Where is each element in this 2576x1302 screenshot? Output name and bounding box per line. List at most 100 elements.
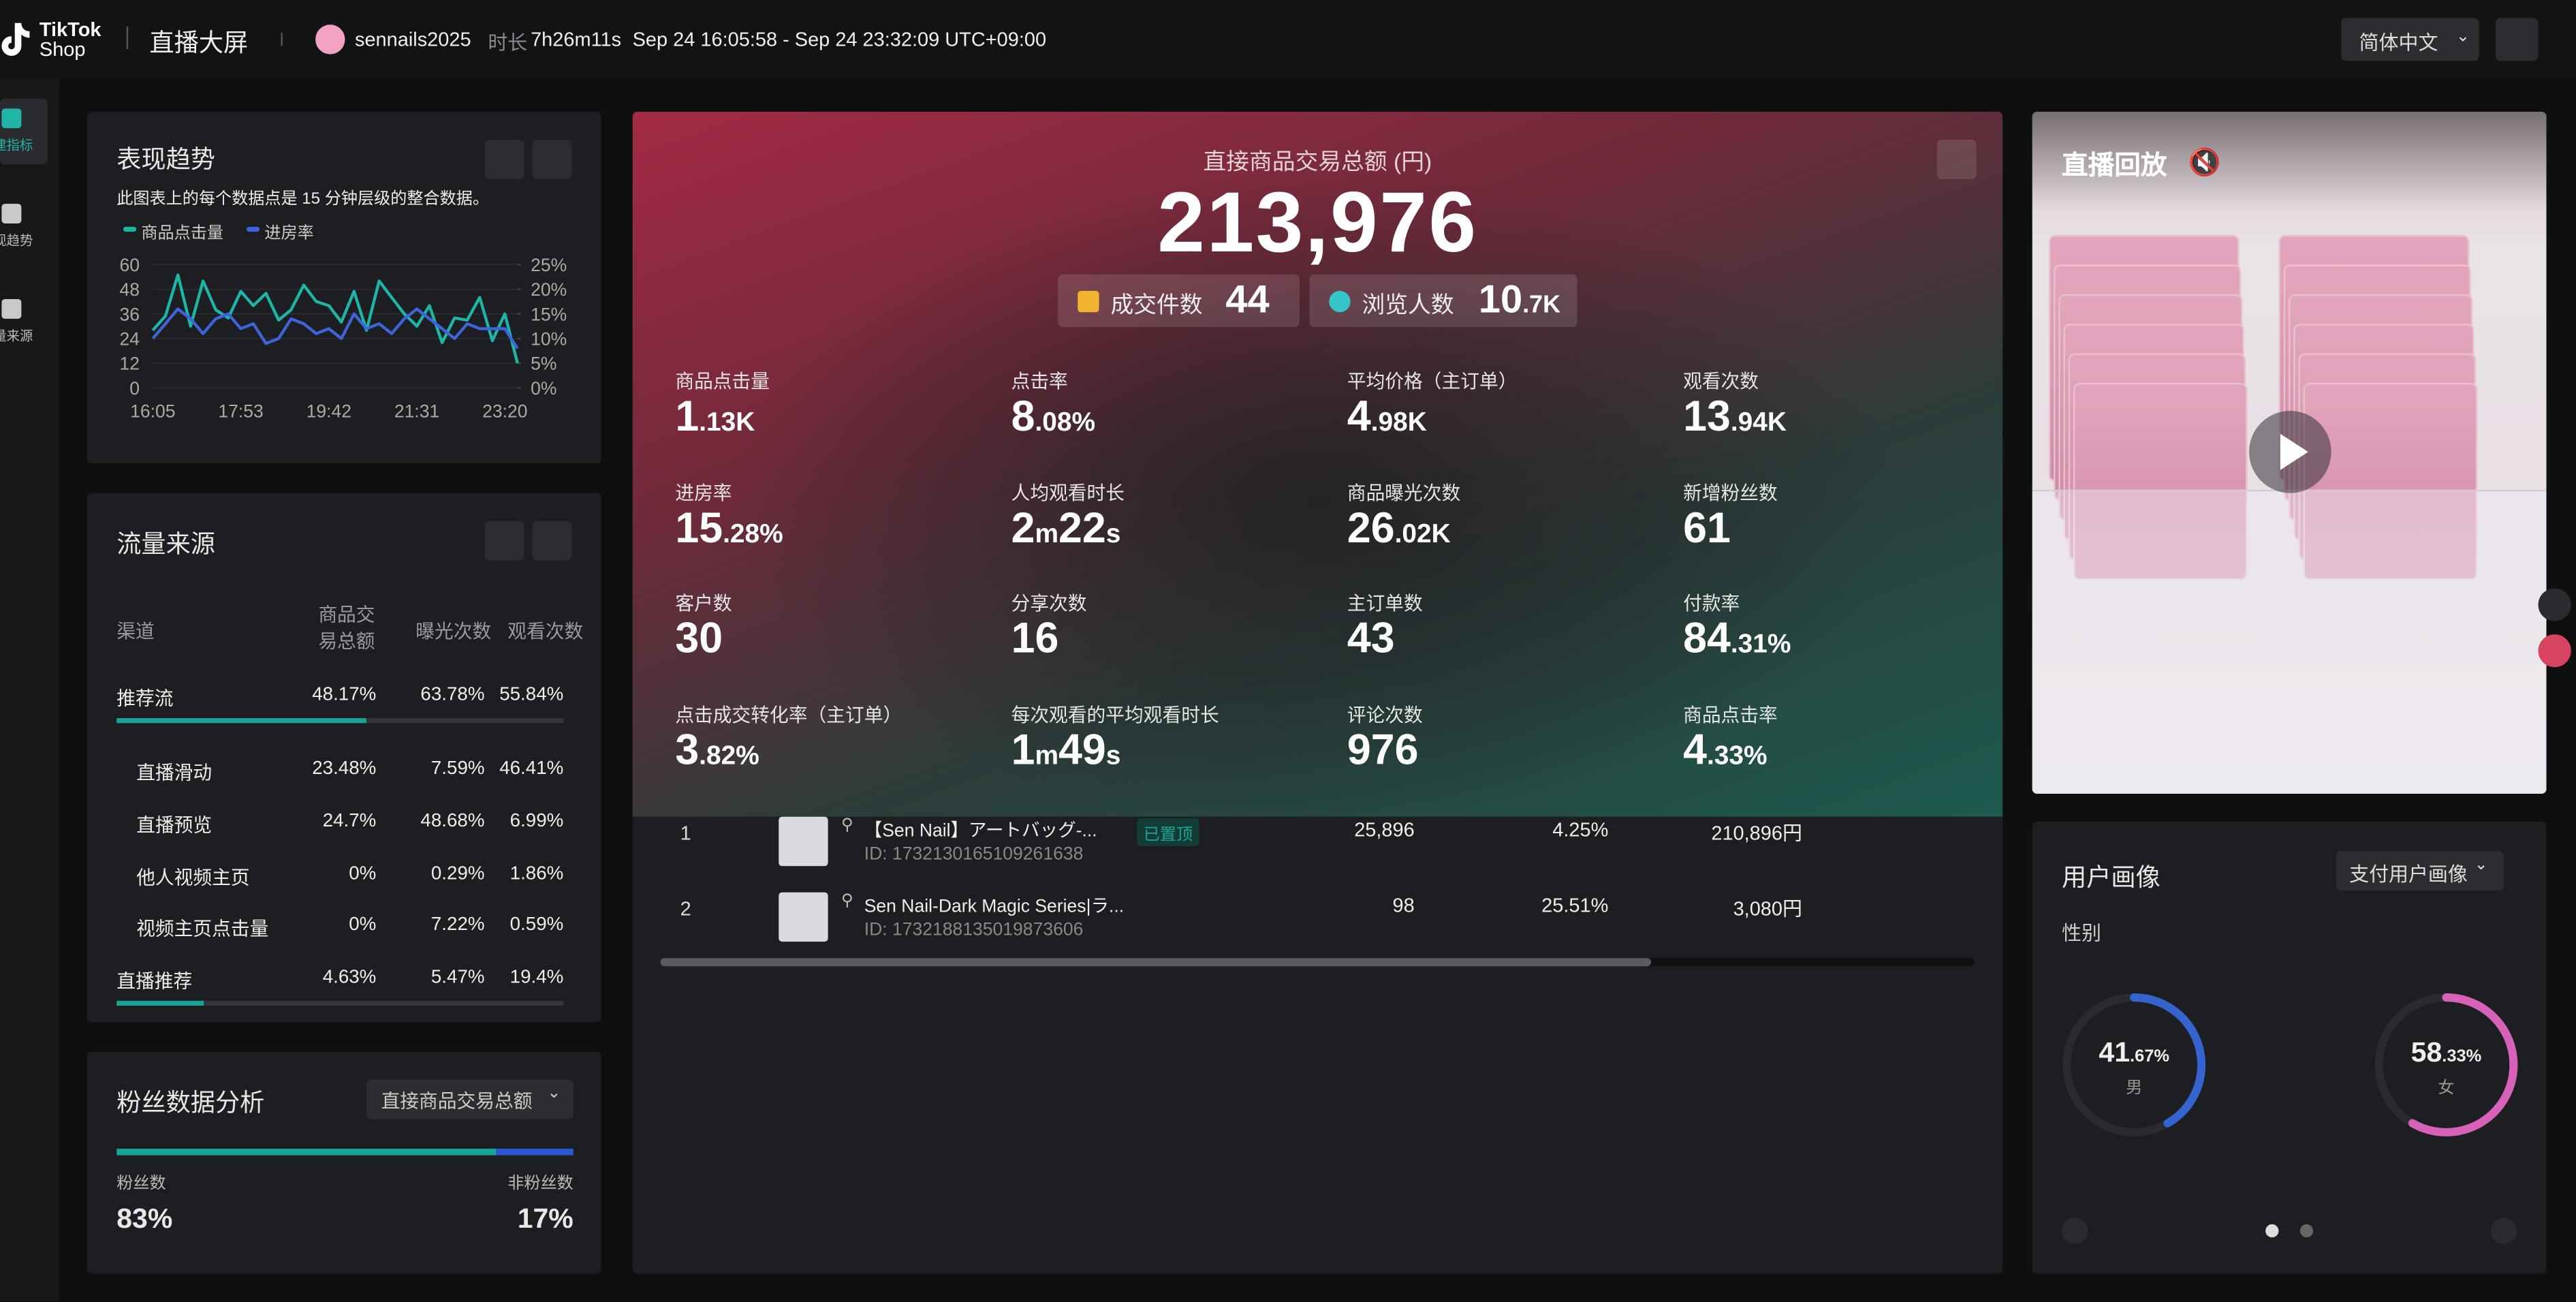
chevron: ⌄ xyxy=(2455,28,2470,46)
edit-button[interactable] xyxy=(1936,140,1977,179)
channel-value: 19.4% xyxy=(509,967,564,988)
language-label: 简体中文 xyxy=(2359,31,2438,55)
language-select[interactable]: 简体中文 ⌄ xyxy=(2341,18,2479,61)
next-button[interactable] xyxy=(532,521,572,561)
product-name: 【Sen Nail】アートバッグ-... xyxy=(864,821,1097,841)
gender-donut xyxy=(2374,993,2518,1136)
gender-label: 女 xyxy=(2438,1079,2455,1098)
video-tray xyxy=(2032,489,2547,794)
y2-tick-label: 0% xyxy=(531,378,556,399)
metric-value: 13.94K xyxy=(1683,391,1787,441)
nav-item[interactable]: 现趋势 xyxy=(0,204,49,263)
nav-label: 量来源 xyxy=(0,328,33,344)
hero-background xyxy=(632,112,2003,817)
avatar xyxy=(315,25,345,55)
chart-button[interactable] xyxy=(532,140,572,179)
page-dot[interactable] xyxy=(2265,1224,2279,1238)
sidebar: 建指标现趋势量来源 xyxy=(0,78,59,1302)
dropdown-label: 直接商品交易总额 xyxy=(381,1092,533,1113)
dropdown-label: 支付用户画像 xyxy=(2349,863,2468,886)
next-button[interactable] xyxy=(2490,1218,2517,1244)
prev-button[interactable] xyxy=(2062,1218,2088,1244)
channel-value: 7.22% xyxy=(430,915,485,935)
channel-value: 0% xyxy=(349,864,377,884)
y-tick-label: 0 xyxy=(129,378,140,399)
metric-value: 2m22s xyxy=(1011,501,1121,552)
gmv-value: 213,976 xyxy=(1157,176,1478,271)
metric-value: 43 xyxy=(1347,613,1395,663)
play-button[interactable] xyxy=(2249,410,2331,493)
nav-item[interactable]: 建指标 xyxy=(0,108,49,168)
channel-name: 他人视频主页 xyxy=(136,869,250,889)
divider xyxy=(281,33,283,46)
metric-label: 人均观看时长 xyxy=(1011,484,1125,504)
link-icon: ⚲ xyxy=(841,816,853,835)
gender-value: 41.67% xyxy=(2099,1036,2169,1068)
product-thumb xyxy=(779,892,828,942)
nav-icon xyxy=(1,204,22,224)
column-header: 观看次数 xyxy=(507,623,584,643)
channel-value: 7.59% xyxy=(430,759,485,779)
swap-button[interactable] xyxy=(2487,144,2514,171)
metric-value: 1m49s xyxy=(1011,724,1121,773)
mute-button[interactable]: 🔇 xyxy=(2188,149,2221,178)
metric-value: 1.13K xyxy=(675,391,755,441)
panel-title: 流量来源 xyxy=(116,531,216,559)
trend-panel: 表现趋势 此图表上的每个数据点是 15 分钟层级的整合数据。 商品点击量 进房率 0 12… xyxy=(87,112,601,464)
metric-value: 4.98K xyxy=(1347,391,1427,441)
channel-value: 1.86% xyxy=(509,864,564,884)
header: TikTok Shop 直播大屏 sennails2025 时长 7h26m11s Sep … xyxy=(0,0,2576,79)
rank: 1 xyxy=(680,821,691,845)
portrait-panel: 用户画像 支付用户画像 ⌄ 性别 41.67% 男 58.33% 女 xyxy=(2032,821,2547,1274)
y-tick-label: 36 xyxy=(120,304,140,324)
replay-panel: 直播回放 🔇 xyxy=(2032,112,2547,794)
download-button[interactable] xyxy=(2443,144,2470,171)
channel-value: 0.59% xyxy=(509,915,564,935)
nonfan-bar xyxy=(495,1148,574,1156)
pinned-badge: 已置顶 xyxy=(1137,818,1199,847)
y-tick-label: 12 xyxy=(120,354,140,374)
y2-tick-label: 10% xyxy=(531,329,567,350)
legend-label: 进房率 xyxy=(264,225,314,243)
page-dot[interactable] xyxy=(2299,1224,2314,1238)
panel-title: 用户画像 xyxy=(2062,864,2161,893)
metric-label: 观看次数 xyxy=(1683,373,1759,393)
scroll-thumb[interactable] xyxy=(660,958,1652,967)
time-range: Sep 24 16:05:58 - Sep 24 23:32:09 UTC+09… xyxy=(632,28,1047,51)
gmv-label: 直接商品交易总额 (円) xyxy=(1203,148,1432,174)
bar-fill xyxy=(116,1000,204,1006)
channel-value: 4.63% xyxy=(322,967,377,988)
series-line xyxy=(151,273,519,364)
channel-value: 24.7% xyxy=(322,811,377,832)
edit-button[interactable] xyxy=(484,140,524,179)
legend-swatch xyxy=(246,226,260,232)
metric-value: 84.31% xyxy=(1683,613,1791,663)
nav-item[interactable]: 量来源 xyxy=(0,298,49,358)
channel-name: 直播推荐 xyxy=(116,972,193,993)
nav-label: 现趋势 xyxy=(0,233,33,249)
side-tool[interactable] xyxy=(2538,634,2571,668)
video-shade xyxy=(2032,112,2547,211)
metric-value: 3.82% xyxy=(675,724,759,773)
account-name: sennails2025 xyxy=(354,28,471,51)
legend-label: 商品点击量 xyxy=(141,225,224,243)
metric-dropdown[interactable]: 直接商品交易总额 ⌄ xyxy=(366,1079,574,1119)
x-tick-label: 17:53 xyxy=(218,401,263,422)
fullscreen-button[interactable] xyxy=(2495,18,2539,61)
metric-label: 主订单数 xyxy=(1347,595,1423,615)
portrait-dropdown[interactable]: 支付用户画像 ⌄ xyxy=(2336,851,2504,891)
summary-chip: 浏览人数 10.7K xyxy=(1309,274,1577,327)
nonfan-value: 17% xyxy=(517,1203,574,1235)
nav-icon xyxy=(1,298,22,319)
side-tool[interactable] xyxy=(2538,588,2571,621)
chip-label: 浏览人数 xyxy=(1362,290,1454,317)
chart-note: 此图表上的每个数据点是 15 分钟层级的整合数据。 xyxy=(116,190,490,209)
metric-label: 评论次数 xyxy=(1347,705,1423,726)
product-name: Sen Nail-Dark Magic Series|ラ... xyxy=(864,897,1125,917)
metric-value: 30 xyxy=(675,613,723,663)
chevron: ⌄ xyxy=(547,1084,561,1103)
metric-value: 26.02K xyxy=(1347,501,1451,552)
chip-icon xyxy=(1078,290,1099,313)
book-button[interactable] xyxy=(484,521,524,561)
